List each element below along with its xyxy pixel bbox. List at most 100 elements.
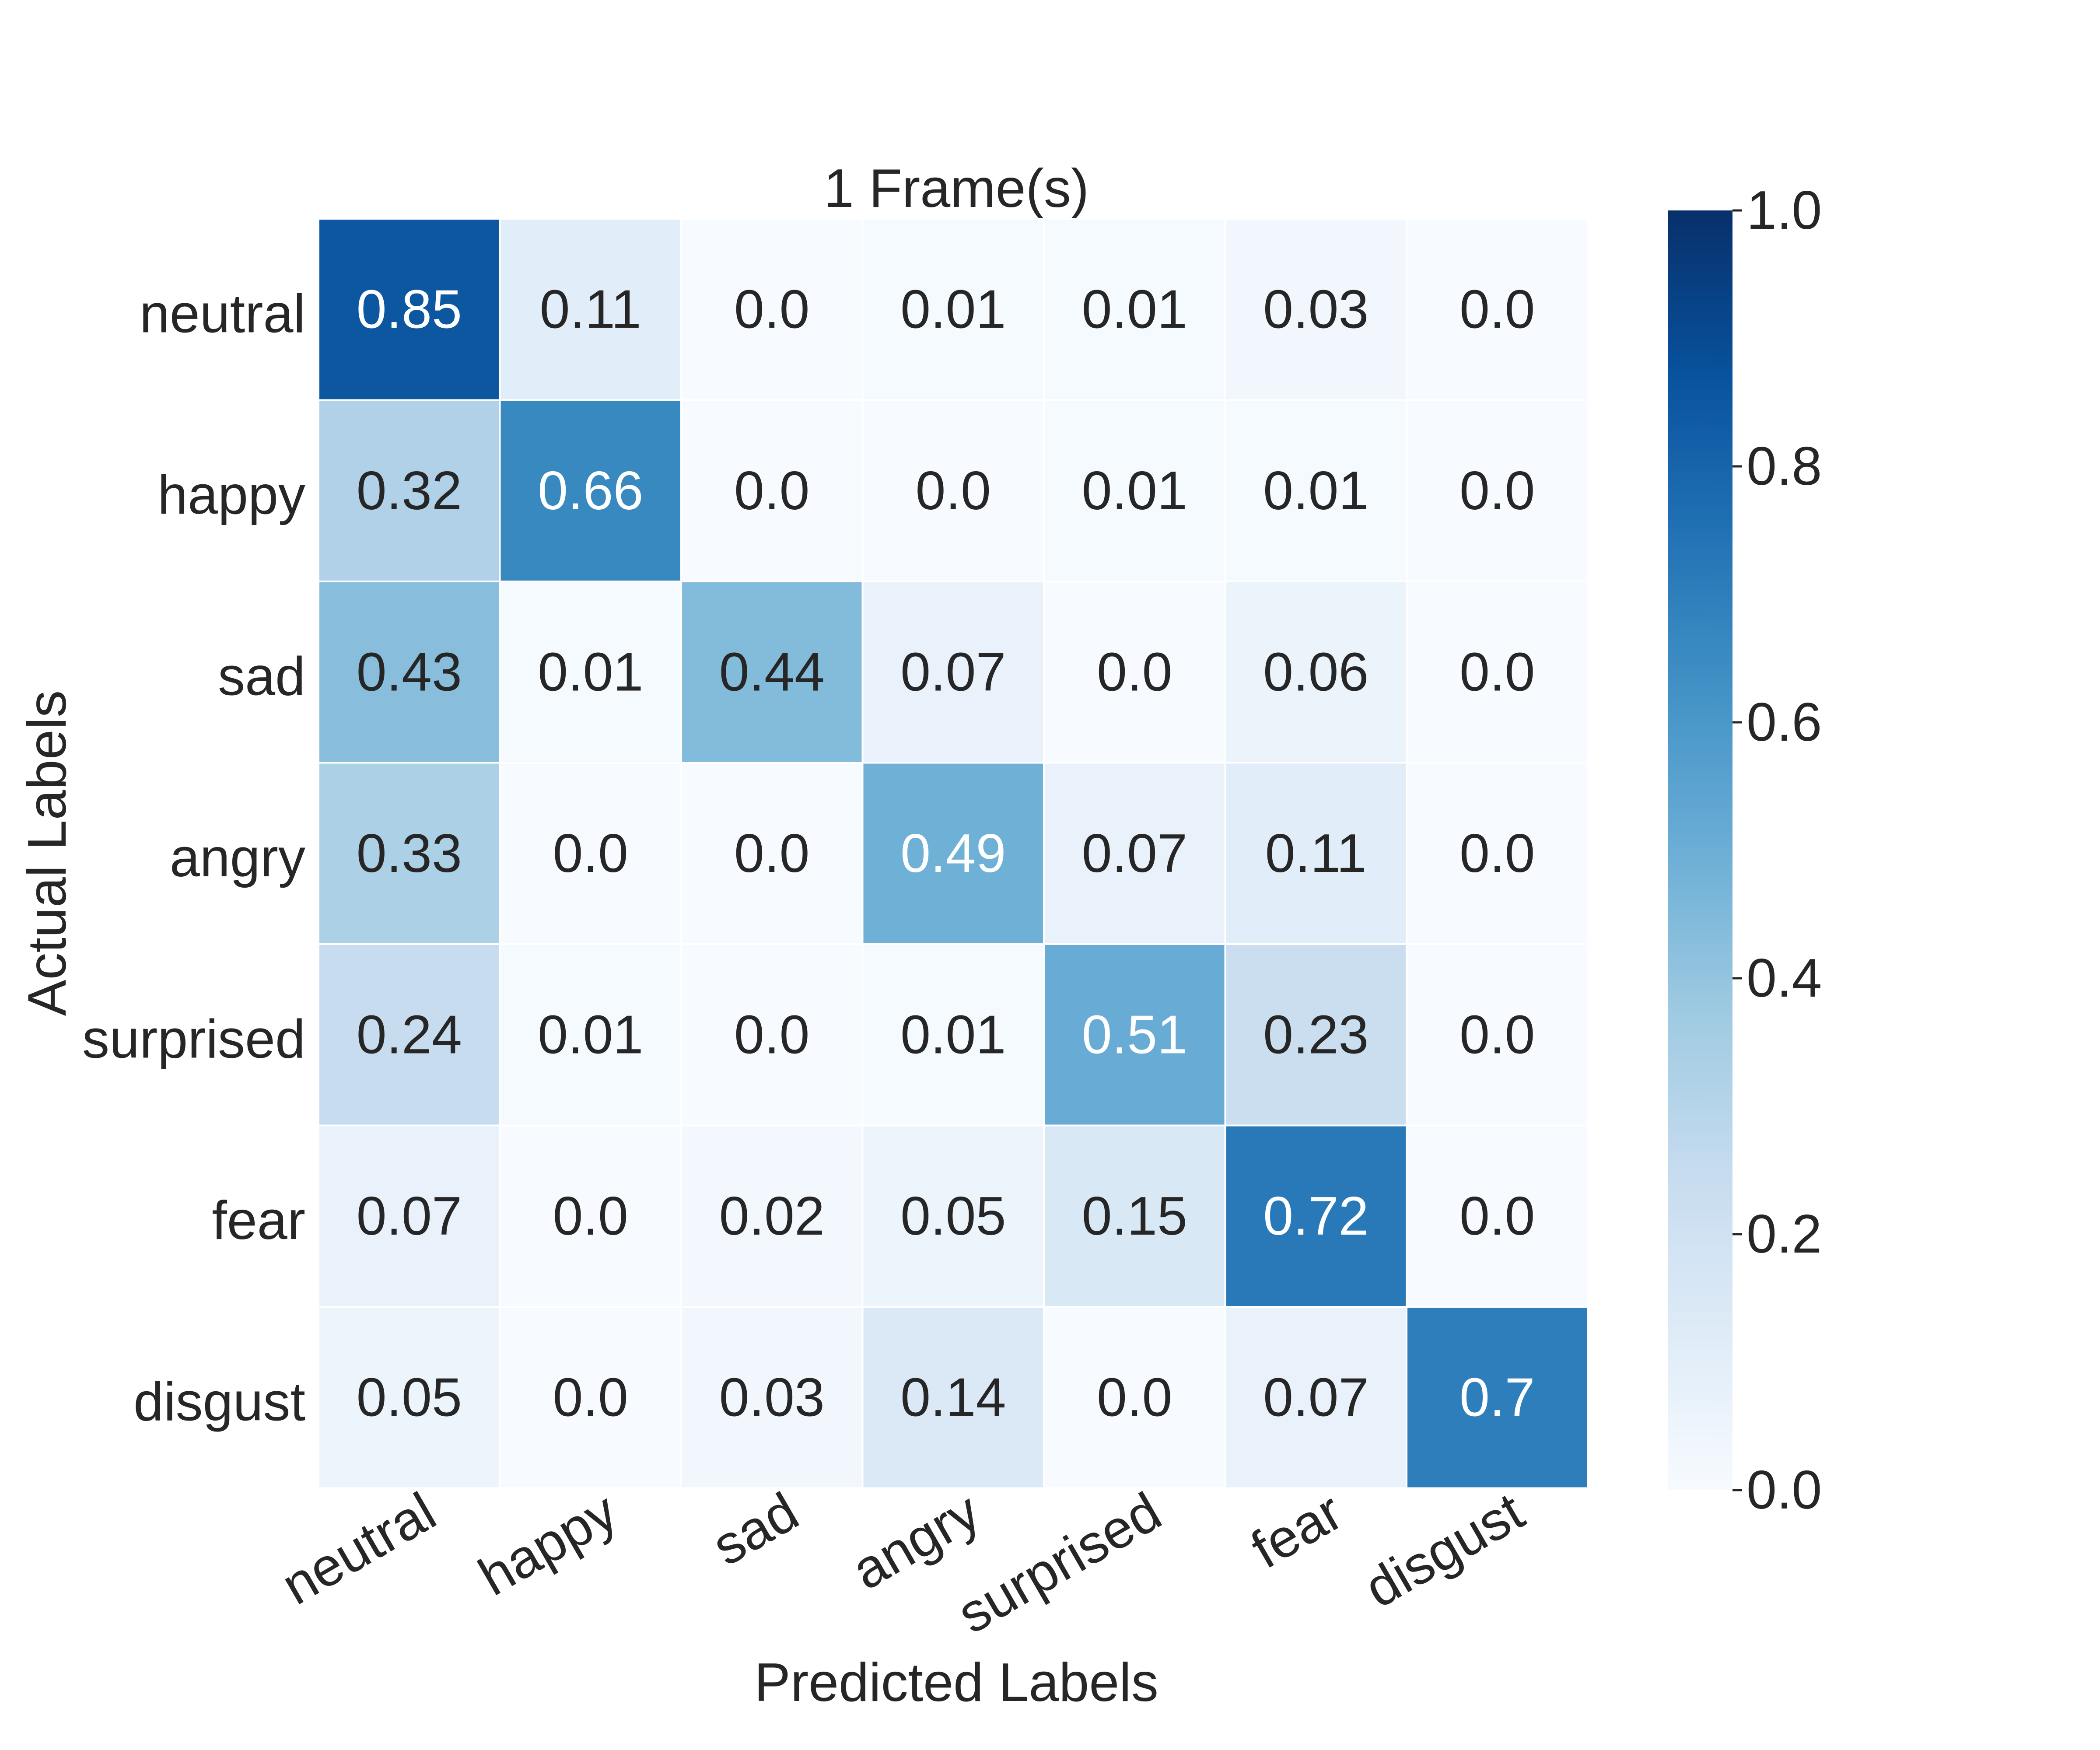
cell-value-disgust-surprised: 0.0 [1097,1367,1172,1428]
heatmap-cell-happy-sad [680,399,864,582]
heatmap-cell-happy-happy [499,399,682,582]
y-tick-label-happy: happy [158,465,305,525]
cell-value-happy-neutral: 0.32 [357,461,462,521]
cell-value-sad-angry: 0.07 [900,642,1006,702]
heatmap-cell-sad-neutral [318,581,501,764]
cell-value-surprised-happy: 0.01 [538,1004,643,1065]
heatmap-cell-disgust-fear [1224,1306,1407,1489]
cell-value-fear-happy: 0.0 [553,1186,628,1246]
colorbar-tick-label-0: 0.0 [1746,1460,1822,1520]
cell-value-sad-neutral: 0.43 [357,642,462,702]
heatmap-cell-fear-fear [1224,1124,1407,1308]
cell-value-neutral-neutral: 0.85 [357,279,462,340]
heatmap-cell-neutral-angry [861,218,1045,401]
cell-value-fear-angry: 0.05 [900,1186,1006,1246]
heatmap-cell-labels: 0.85 0.11 0.0 0.01 0.01 0.03 0.0 0.32 0.66 0.0 0.0… [357,279,1535,1428]
y-axis-label: Actual Labels [17,690,77,1016]
cell-value-happy-fear: 0.01 [1263,461,1368,521]
heatmap-cell-sad-surprised [1043,581,1226,764]
heatmap-cell-happy-disgust [1406,399,1589,582]
heatmap-cell-happy-surprised [1043,399,1226,582]
cell-value-sad-disgust: 0.0 [1460,642,1535,702]
y-axis-tick-labels: neutral happy sad angry surprised fear disgust [82,284,305,1432]
heatmap-cell-surprised-disgust [1406,943,1589,1127]
cell-value-angry-sad: 0.0 [734,823,809,884]
cell-value-neutral-disgust: 0.0 [1460,279,1535,340]
heatmap-cell-neutral-neutral [318,218,501,401]
cell-value-neutral-angry: 0.01 [900,279,1006,340]
cell-value-sad-fear: 0.06 [1263,642,1368,702]
y-tick-label-surprised: surprised [82,1009,305,1069]
heatmap-cell-surprised-sad [680,943,864,1127]
heatmap-cell-happy-fear [1224,399,1407,582]
cell-value-disgust-fear: 0.07 [1263,1367,1368,1428]
colorbar-tick-label-2: 0.4 [1746,948,1822,1008]
heatmap-cell-disgust-angry [861,1306,1045,1489]
cell-value-angry-neutral: 0.33 [357,823,462,884]
heatmap-cell-happy-neutral [318,399,501,582]
cell-value-fear-fear: 0.72 [1263,1186,1368,1246]
colorbar-tick-label-4: 0.8 [1746,436,1822,497]
heatmap-cell-disgust-happy [499,1306,682,1489]
heatmap-cell-surprised-neutral [318,943,501,1127]
heatmap-cell-angry-sad [680,762,864,945]
cell-value-happy-sad: 0.0 [734,461,809,521]
cell-value-surprised-neutral: 0.24 [357,1004,462,1065]
colorbar-ticks: 0.0 0.2 0.4 0.6 0.8 1.0 [1732,180,1822,1520]
heatmap-cell-sad-disgust [1406,581,1589,764]
cell-value-disgust-disgust: 0.7 [1460,1367,1535,1428]
colorbar-tick-label-3: 0.6 [1746,692,1822,752]
cell-value-fear-surprised: 0.15 [1082,1186,1187,1246]
cell-value-fear-sad: 0.02 [719,1186,825,1246]
heatmap-cell-neutral-disgust [1406,218,1589,401]
heatmap-cell-sad-sad [680,581,864,764]
cell-value-disgust-sad: 0.03 [719,1367,825,1428]
heatmap-cell-fear-angry [861,1124,1045,1308]
cell-value-happy-surprised: 0.01 [1082,461,1187,521]
heatmap-cell-fear-neutral [318,1124,501,1308]
y-tick-label-sad: sad [218,646,305,707]
cell-value-happy-disgust: 0.0 [1460,461,1535,521]
cell-value-angry-angry: 0.49 [900,823,1006,884]
cell-value-angry-disgust: 0.0 [1460,823,1535,884]
cell-value-sad-surprised: 0.0 [1097,642,1172,702]
y-tick-label-disgust: disgust [133,1372,305,1432]
heatmap-cell-angry-neutral [318,762,501,945]
cell-value-fear-disgust: 0.0 [1460,1186,1535,1246]
heatmap-cell-angry-surprised [1043,762,1226,945]
heatmap-cell-sad-happy [499,581,682,764]
cell-value-disgust-happy: 0.0 [553,1367,628,1428]
heatmap-cell-sad-angry [861,581,1045,764]
cell-value-sad-sad: 0.44 [719,642,825,702]
y-tick-label-neutral: neutral [140,284,305,344]
cell-value-surprised-disgust: 0.0 [1460,1004,1535,1065]
cell-value-angry-surprised: 0.07 [1082,823,1187,884]
colorbar-tick-label-1: 0.2 [1746,1204,1822,1264]
cell-value-angry-happy: 0.0 [553,823,628,884]
cell-value-happy-angry: 0.0 [916,461,991,521]
chart-title: 1 Frame(s) [824,158,1089,219]
heatmap-cell-disgust-surprised [1043,1306,1226,1489]
cell-value-surprised-sad: 0.0 [734,1004,809,1065]
heatmap-cell-sad-fear [1224,581,1407,764]
cell-value-happy-happy: 0.66 [538,461,643,521]
heatmap-cell-disgust-neutral [318,1306,501,1489]
heatmap-cell-surprised-fear [1224,943,1407,1127]
colorbar-tick-label-5: 1.0 [1746,180,1822,241]
colorbar [1668,210,1732,1490]
heatmap-cell-angry-disgust [1406,762,1589,945]
cell-value-disgust-angry: 0.14 [900,1367,1006,1428]
cell-value-neutral-surprised: 0.01 [1082,279,1187,340]
heatmap-cell-surprised-surprised [1043,943,1226,1127]
heatmap-cell-neutral-happy [499,218,682,401]
cell-value-neutral-happy: 0.11 [540,279,641,340]
heatmap-cell-disgust-disgust [1406,1306,1589,1489]
cell-value-surprised-surprised: 0.51 [1082,1004,1187,1065]
x-axis-label: Predicted Labels [754,1652,1158,1713]
cell-value-sad-happy: 0.01 [538,642,643,702]
cell-value-surprised-angry: 0.01 [900,1004,1006,1065]
cell-value-disgust-neutral: 0.05 [357,1367,462,1428]
heatmap-cell-fear-disgust [1406,1124,1589,1308]
heatmap-cell-angry-happy [499,762,682,945]
